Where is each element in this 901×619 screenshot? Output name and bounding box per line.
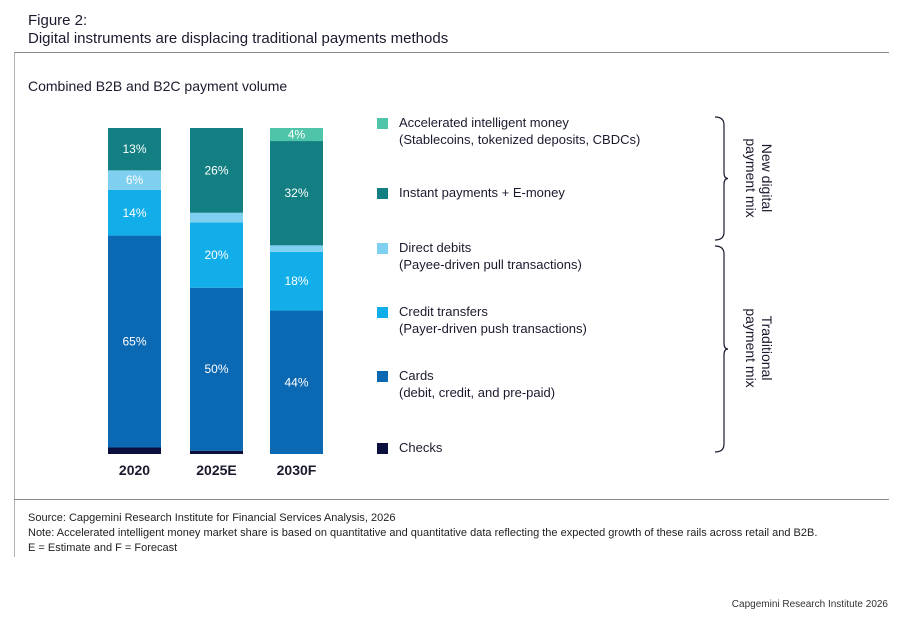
- legend-swatch: [377, 188, 388, 199]
- legend-sublabel: (Payer-driven push transactions): [399, 321, 587, 336]
- figure-title: Digital instruments are displacing tradi…: [28, 30, 449, 47]
- legend-swatch: [377, 371, 388, 382]
- legend-swatch: [377, 118, 388, 129]
- legend-label: Direct debits: [399, 240, 472, 255]
- brace-new-digital: [714, 116, 729, 241]
- x-tick-label: 2030F: [277, 462, 317, 478]
- data-label-2030F-4: 32%: [284, 186, 308, 200]
- legend-sublabel: (Payee-driven pull transactions): [399, 257, 582, 272]
- data-label-2020-4: 13%: [122, 142, 146, 156]
- legend-label: Cards: [399, 368, 434, 383]
- legend-swatch: [377, 243, 388, 254]
- data-label-2025E-2: 20%: [204, 248, 228, 262]
- bar-segment-2025E-4: [190, 128, 243, 213]
- figure-label: Figure 2:: [28, 12, 88, 29]
- group-label-traditional-line: payment mix: [743, 308, 759, 387]
- bar-segment-2030F-2: [270, 251, 323, 311]
- x-tick-label: 2020: [119, 462, 150, 478]
- bar-segment-2020-2: [108, 189, 161, 236]
- data-label-2025E-1: 50%: [204, 362, 228, 376]
- top-divider: [14, 52, 889, 53]
- bar-segment-2025E-3: [190, 212, 243, 223]
- methodology-note: Note: Accelerated intelligent money mark…: [28, 527, 818, 539]
- legend-swatch: [377, 443, 388, 454]
- bar-segment-2020-3: [108, 170, 161, 190]
- group-label-new-digital-line: payment mix: [743, 138, 759, 217]
- data-label-2030F-1: 44%: [284, 375, 308, 389]
- chart-subtitle: Combined B2B and B2C payment volume: [28, 78, 288, 94]
- bar-segment-2030F-4: [270, 141, 323, 246]
- x-tick-label: 2025E: [196, 462, 236, 478]
- legend-label: Accelerated intelligent money: [399, 115, 569, 130]
- bar-segment-2030F-5: [270, 128, 323, 142]
- group-label-new-digital-line: New digital: [759, 144, 775, 212]
- legend-label: Checks: [399, 440, 443, 455]
- bar-segment-2025E-0: [190, 450, 243, 454]
- legend-sublabel: (Stablecoins, tokenized deposits, CBDCs): [399, 132, 640, 147]
- bar-segment-2020-4: [108, 128, 161, 171]
- bar-segment-2030F-3: [270, 245, 323, 252]
- bar-segment-2025E-2: [190, 222, 243, 288]
- bar-segment-2025E-1: [190, 287, 243, 451]
- legend-label: Instant payments + E-money: [399, 185, 565, 200]
- data-label-2020-3: 6%: [126, 173, 144, 187]
- legend-label: Credit transfers: [399, 304, 488, 319]
- brace-traditional: [714, 245, 729, 453]
- bottom-divider: [14, 499, 889, 500]
- bar-segment-2020-1: [108, 235, 161, 448]
- stacked-bar-chart: 2%65%14%6%13%20201%50%20%3%26%2025E0%44%…: [108, 115, 775, 478]
- data-label-2030F-5: 4%: [288, 128, 306, 142]
- data-label-2030F-2: 18%: [284, 274, 308, 288]
- credit-line: Capgemini Research Institute 2026: [731, 599, 888, 610]
- legend-swatch: [377, 307, 388, 318]
- data-label-2020-2: 14%: [122, 206, 146, 220]
- bar-segment-2030F-1: [270, 310, 323, 454]
- bar-segment-2020-0: [108, 447, 161, 454]
- legend-sublabel: (debit, credit, and pre-paid): [399, 385, 555, 400]
- abbreviation-note: E = Estimate and F = Forecast: [28, 542, 178, 554]
- source-note: Source: Capgemini Research Institute for…: [28, 512, 396, 524]
- data-label-2020-1: 65%: [122, 335, 146, 349]
- group-label-traditional-line: Traditional: [759, 316, 775, 381]
- data-label-2025E-4: 26%: [204, 163, 228, 177]
- left-border: [14, 52, 15, 557]
